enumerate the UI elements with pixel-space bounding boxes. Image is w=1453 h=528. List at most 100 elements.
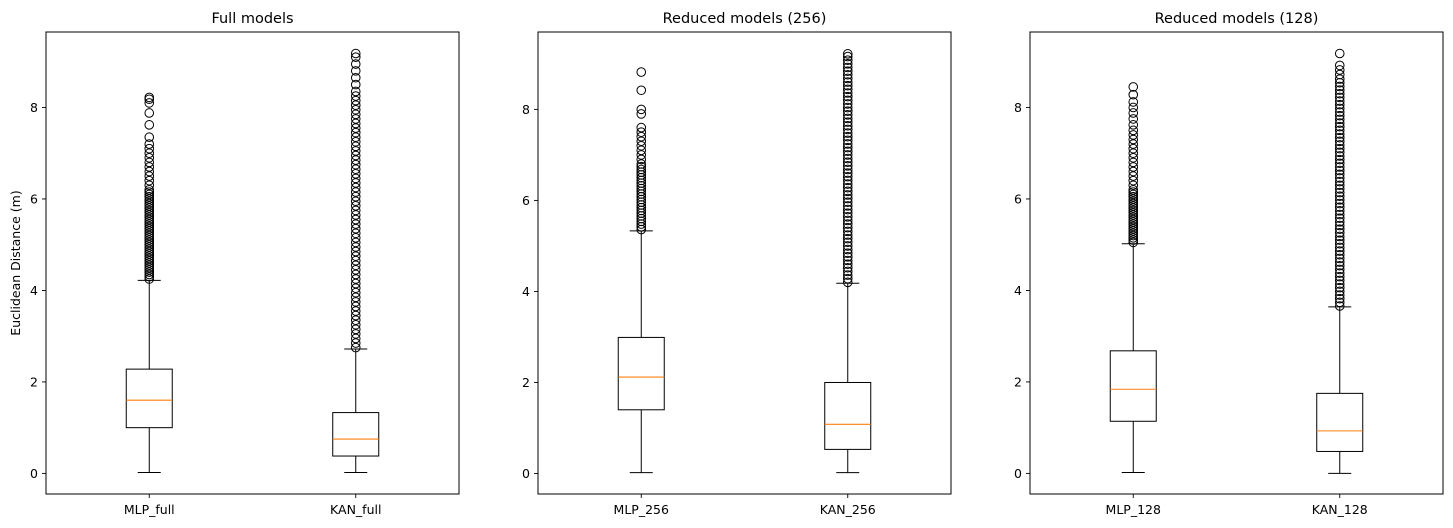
- outlier-point: [350, 86, 361, 97]
- outlier-point: [1334, 228, 1345, 238]
- outlier-point: [1128, 130, 1139, 140]
- outlier-point: [842, 80, 853, 91]
- outlier-point: [144, 267, 155, 277]
- outlier-point: [842, 69, 853, 80]
- outlier-point: [1128, 125, 1139, 136]
- outlier-point: [350, 132, 361, 143]
- outlier-point: [1128, 82, 1139, 92]
- outlier-point: [1128, 207, 1139, 218]
- outlier-point: [350, 104, 361, 115]
- outlier-point: [842, 106, 853, 116]
- outlier-point: [842, 62, 853, 73]
- outlier-point: [842, 113, 853, 124]
- outlier-point: [1334, 290, 1345, 300]
- box-MLP_full: [125, 92, 173, 474]
- outlier-point: [350, 59, 361, 69]
- outlier-point: [144, 242, 155, 252]
- outlier-point: [842, 259, 853, 269]
- outlier-point: [842, 197, 853, 208]
- outlier-point: [1128, 162, 1139, 172]
- outlier-point: [636, 145, 647, 156]
- outlier-point: [350, 255, 361, 266]
- outlier-point: [144, 162, 155, 172]
- outlier-point: [144, 217, 155, 227]
- outlier-point: [350, 251, 361, 261]
- outlier-point: [1334, 202, 1345, 212]
- outlier-point: [842, 66, 853, 76]
- outlier-point: [842, 212, 853, 222]
- outlier-point: [350, 95, 361, 106]
- outlier-point: [1128, 187, 1139, 197]
- outlier-point: [842, 117, 853, 127]
- outlier-point: [1128, 89, 1139, 100]
- outlier-point: [1334, 198, 1345, 209]
- outlier-point: [1334, 235, 1345, 245]
- y-tick-label: 0: [1014, 466, 1022, 481]
- outlier-point: [1128, 210, 1139, 220]
- x-tick-label: KAN_128: [1312, 502, 1368, 517]
- outlier-point: [350, 79, 361, 90]
- outlier-point: [842, 270, 853, 280]
- outlier-point: [350, 164, 361, 175]
- outlier-point: [350, 228, 361, 239]
- outlier-point: [350, 287, 361, 298]
- outlier-point: [1334, 176, 1345, 187]
- outlier-point: [1128, 180, 1139, 191]
- outlier-point: [1334, 60, 1345, 71]
- outlier-point: [1334, 99, 1345, 110]
- outlier-point: [1128, 191, 1139, 202]
- outlier-point: [1334, 158, 1345, 169]
- outlier-point: [842, 49, 853, 59]
- outlier-point: [1128, 97, 1139, 107]
- outlier-point: [842, 84, 853, 95]
- outlier-point: [350, 242, 361, 252]
- outlier-point: [1334, 125, 1345, 136]
- outlier-point: [1128, 185, 1139, 195]
- outlier-point: [1334, 69, 1345, 80]
- outlier-point: [1334, 121, 1345, 132]
- outlier-point: [1128, 196, 1139, 207]
- outlier-point: [144, 92, 155, 103]
- outlier-point: [350, 141, 361, 152]
- outlier-point: [350, 196, 361, 207]
- iqr-box: [125, 368, 173, 429]
- outlier-point: [144, 139, 155, 149]
- outlier-point: [350, 66, 361, 76]
- outlier-point: [144, 219, 155, 229]
- outlier-point: [1128, 203, 1139, 213]
- outlier-point: [1128, 139, 1139, 149]
- y-tick-label: 4: [522, 284, 530, 299]
- outlier-point: [144, 230, 155, 241]
- outlier-point: [1334, 151, 1345, 161]
- outlier-point: [636, 85, 647, 96]
- outlier-point: [144, 269, 155, 280]
- box-MLP_256: [617, 67, 665, 474]
- outlier-point: [842, 95, 853, 106]
- outlier-point: [1334, 173, 1345, 183]
- outlier-point: [350, 146, 361, 156]
- outlier-point: [842, 142, 853, 153]
- outlier-point: [1128, 221, 1139, 232]
- outlier-point: [1128, 120, 1139, 130]
- outlier-point: [842, 131, 853, 142]
- box-KAN_256: [824, 49, 872, 474]
- outlier-point: [350, 237, 361, 248]
- outlier-point: [350, 260, 361, 271]
- outlier-point: [1128, 201, 1139, 211]
- axes-frame: [1029, 31, 1444, 495]
- outlier-point: [1334, 220, 1345, 231]
- outlier-point: [1334, 282, 1345, 293]
- outlier-point: [350, 178, 361, 188]
- outlier-point: [350, 118, 361, 129]
- outlier-point: [144, 246, 155, 257]
- chart-title: Reduced models (128): [1155, 11, 1319, 27]
- outlier-point: [1334, 257, 1345, 267]
- outlier-point: [1334, 271, 1345, 282]
- outlier-point: [1334, 260, 1345, 271]
- outlier-point: [144, 203, 155, 213]
- outlier-point: [636, 122, 647, 133]
- outlier-point: [350, 159, 361, 170]
- outlier-point: [144, 187, 155, 197]
- outlier-point: [1334, 118, 1345, 128]
